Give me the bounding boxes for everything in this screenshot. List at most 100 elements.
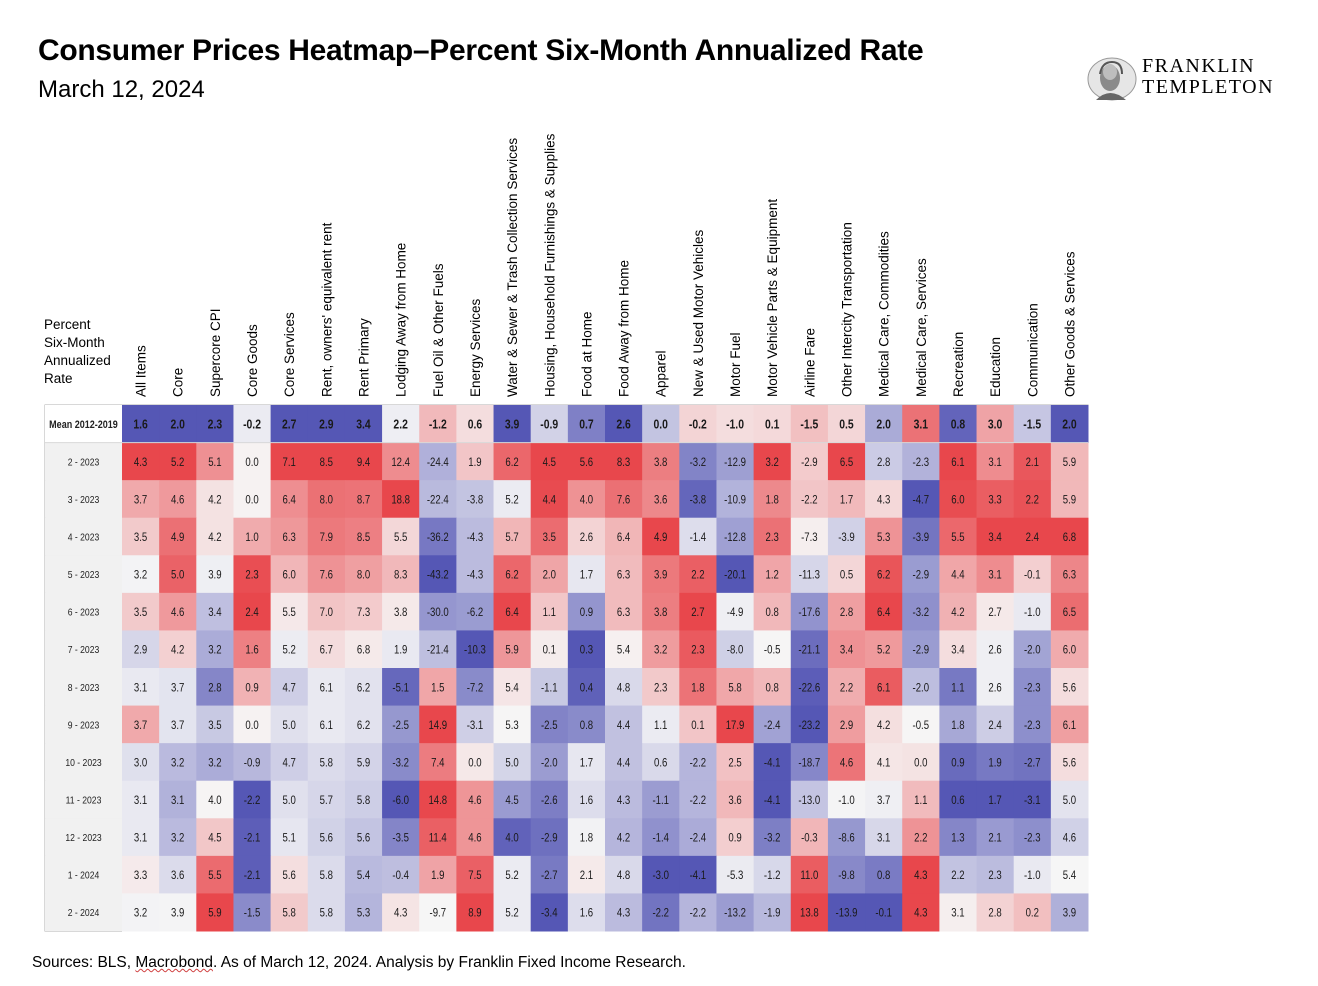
- cell-value-label: -36.2: [427, 531, 449, 544]
- column-header: Apparel: [654, 350, 669, 397]
- heatmap-cell: [679, 818, 717, 857]
- cell-value-label: 3.1: [134, 794, 147, 807]
- cell-value-label: 6.4: [283, 493, 296, 506]
- cell-value-label: 7.0: [320, 606, 333, 619]
- heatmap-cell: [233, 405, 272, 444]
- cell-value-label: 0.0: [245, 456, 258, 469]
- benjamin-franklin-portrait-icon: [1087, 57, 1137, 101]
- cell-value-label: -1.5: [800, 417, 818, 431]
- cell-value-label: 1.9: [431, 869, 444, 882]
- heatmap-cell: [716, 630, 755, 669]
- cell-value-label: 6.1: [320, 719, 333, 732]
- cell-value-label: 3.6: [171, 869, 184, 882]
- cell-value-label: 2.7: [988, 606, 1001, 619]
- cell-value-label: 11.4: [429, 832, 447, 845]
- cell-value-label: 2.2: [840, 681, 853, 694]
- cell-value-label: 1.3: [951, 832, 964, 845]
- heatmap-cell: [382, 555, 420, 594]
- heatmap-cell: [827, 480, 866, 519]
- cell-value-label: 2.2: [951, 869, 964, 882]
- cell-value-label: 3.7: [171, 719, 184, 732]
- heatmap-cell: [716, 780, 755, 819]
- heatmap-cell: [493, 480, 532, 519]
- cell-value-label: 4.6: [468, 794, 481, 807]
- heatmap-cell: [344, 592, 383, 631]
- heatmap-cell: [196, 630, 234, 669]
- cell-value-label: 5.0: [171, 569, 184, 582]
- column-header: Food at Home: [579, 311, 594, 397]
- cell-value-label: 1.1: [654, 719, 667, 732]
- row-label-cell: [45, 592, 122, 631]
- cell-value-label: 4.4: [543, 493, 556, 506]
- cell-value-label: 0.0: [654, 417, 669, 431]
- heatmap-cell: [642, 743, 680, 782]
- column-header: Rent Primary: [357, 318, 372, 397]
- cell-value-label: 4.3: [134, 456, 147, 469]
- cell-value-label: 2.3: [766, 531, 779, 544]
- column-header: Food Away from Home: [617, 260, 632, 397]
- column-header: Other Goods & Services: [1062, 251, 1077, 397]
- heatmap-cell: [790, 630, 829, 669]
- cell-value-label: 0.3: [580, 644, 593, 657]
- column-header: Recreation: [951, 332, 966, 397]
- cell-value-label: 1.5: [431, 681, 444, 694]
- heatmap-cell: [1050, 780, 1089, 819]
- heatmap-cell: [567, 517, 606, 556]
- heatmap-cell: [865, 705, 903, 744]
- cell-value-label: 3.1: [988, 456, 1001, 469]
- row-label: 7 - 2023: [68, 644, 100, 656]
- heatmap-cell: [270, 668, 309, 707]
- heatmap-cell: [1013, 818, 1052, 857]
- cell-value-label: 5.7: [320, 794, 333, 807]
- heatmap-cell: [196, 780, 234, 819]
- cell-value-label: -8.0: [727, 644, 744, 657]
- cell-value-label: 1.8: [766, 493, 779, 506]
- cell-value-label: -2.9: [541, 832, 558, 845]
- column-header: Energy Services: [468, 298, 483, 397]
- cell-value-label: 6.0: [283, 569, 296, 582]
- heatmap-cell: [642, 442, 680, 481]
- heatmap-cell: [344, 668, 383, 707]
- cell-value-label: 3.9: [505, 417, 520, 431]
- cell-value-label: 5.8: [320, 756, 333, 769]
- heatmap-cell: [567, 893, 606, 932]
- cell-value-label: 2.0: [543, 569, 556, 582]
- heatmap-cell: [270, 780, 309, 819]
- heatmap-cell: [976, 855, 1015, 894]
- cell-value-label: 5.8: [320, 869, 333, 882]
- heatmap-cell: [716, 555, 755, 594]
- source-text-after: . As of March 12, 2024. Analysis by Fran…: [212, 954, 686, 971]
- cell-value-label: 0.6: [654, 756, 667, 769]
- cell-value-label: -2.4: [690, 832, 707, 845]
- heatmap-cell: [567, 442, 606, 481]
- heatmap-cell: [679, 668, 717, 707]
- heatmap-cell: [827, 780, 866, 819]
- cell-value-label: 3.7: [171, 681, 184, 694]
- heatmap-cell: [939, 780, 978, 819]
- cell-value-label: -2.2: [690, 794, 707, 807]
- franklin-templeton-logo: FRANKLIN TEMPLETON: [1086, 56, 1296, 102]
- cell-value-label: -22.4: [427, 493, 449, 506]
- heatmap-cell: [865, 480, 903, 519]
- cell-value-label: -3.4: [541, 907, 558, 920]
- heatmap-cell: [456, 517, 495, 556]
- heatmap-cell: [159, 630, 197, 669]
- cell-value-label: -0.1: [875, 907, 892, 920]
- cell-value-label: -4.7: [913, 493, 930, 506]
- cell-value-label: 5.6: [283, 869, 296, 882]
- heatmap-cell: [307, 743, 346, 782]
- heatmap-cell: [753, 517, 792, 556]
- heatmap-cell: [865, 668, 903, 707]
- cell-value-label: 5.4: [1063, 869, 1076, 882]
- cell-value-label: 6.0: [1063, 644, 1076, 657]
- row-label-cell: [45, 705, 122, 744]
- cell-value-label: -3.2: [690, 456, 707, 469]
- cell-value-label: 0.8: [877, 869, 890, 882]
- cell-value-label: 6.1: [877, 681, 890, 694]
- cell-value-label: 6.8: [357, 644, 370, 657]
- column-header: Motor Vehicle Parts & Equipment: [765, 199, 780, 397]
- heatmap-cell: [159, 442, 197, 481]
- heatmap-cell: [196, 743, 234, 782]
- cell-value-label: -1.2: [764, 869, 781, 882]
- cell-value-label: -1.0: [1024, 869, 1041, 882]
